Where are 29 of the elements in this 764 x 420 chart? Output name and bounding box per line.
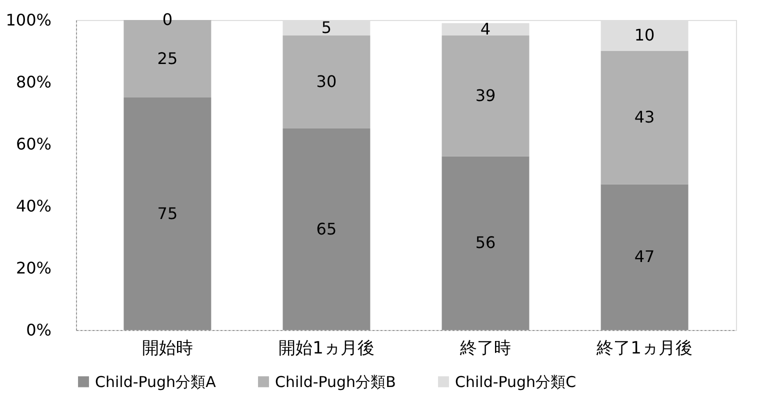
data-label: 56	[475, 233, 496, 252]
x-tick-label: 開始時	[142, 338, 193, 358]
x-tick-label: 終了時	[459, 338, 512, 358]
y-tick-label: 60%	[16, 134, 52, 154]
data-label: 0	[162, 10, 173, 29]
y-tick-label: 20%	[16, 258, 52, 278]
bar	[600, 51, 688, 184]
data-label: 4	[480, 19, 491, 38]
data-label: 43	[634, 108, 655, 127]
data-label: 47	[634, 247, 655, 266]
data-label: 65	[316, 219, 337, 238]
y-tick-label: 100%	[6, 10, 52, 30]
bar	[282, 36, 370, 128]
data-label: 25	[157, 48, 178, 68]
data-label: 39	[475, 86, 496, 105]
y-tick-label: 80%	[16, 72, 52, 92]
legend-label: Child-Pugh分類A	[95, 372, 217, 391]
x-tick-label: 終了1ヵ月後	[596, 338, 692, 358]
y-tick-label: 0%	[26, 320, 52, 340]
data-label: 5	[321, 18, 332, 37]
data-label: 10	[634, 26, 655, 44]
legend-label: Child-Pugh分類C	[455, 372, 576, 391]
bar	[442, 36, 530, 156]
x-tick-label: 開始1ヵ月後	[278, 338, 374, 358]
data-label: 75	[157, 204, 178, 223]
data-label: 30	[316, 72, 337, 91]
bar	[442, 23, 530, 36]
legend-label: Child-Pugh分類B	[275, 372, 396, 391]
y-tick-label: 40%	[16, 196, 52, 216]
